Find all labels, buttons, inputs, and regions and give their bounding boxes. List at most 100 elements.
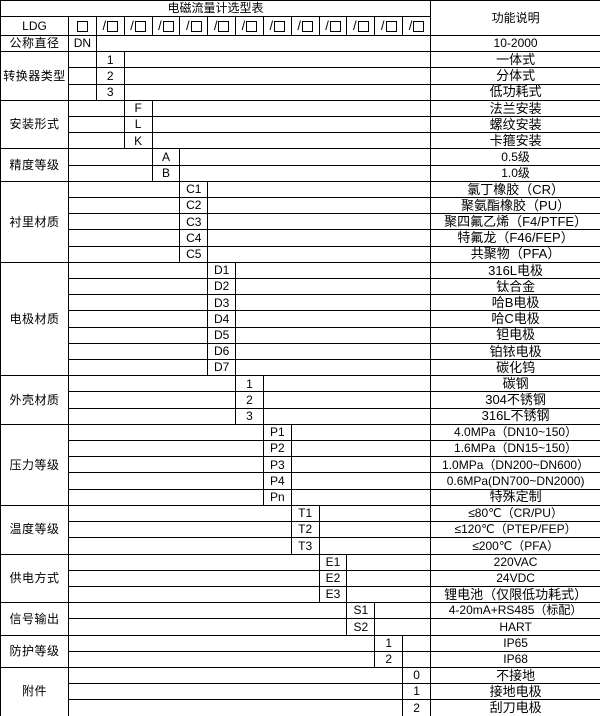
table-row: D5 钽电极: [1, 326, 600, 344]
spacer-right: [290, 440, 432, 458]
description-cell: 刮刀电极: [430, 699, 600, 716]
code-cell-D4[interactable]: D4: [207, 310, 237, 328]
code-cell-E2[interactable]: E2: [318, 569, 348, 587]
table-row: E2 24VDC: [1, 569, 600, 587]
table-row: 附件 0 不接地: [0, 666, 600, 716]
slash-separator-icon: /: [353, 18, 357, 34]
code-cell-T1[interactable]: T1: [290, 504, 320, 523]
code-cell-1[interactable]: 1: [374, 634, 404, 652]
model-slot-10[interactable]: /: [346, 16, 376, 36]
spacer-left: [67, 359, 209, 377]
code-cell-C4[interactable]: C4: [179, 229, 209, 247]
description-cell: ≤200℃（PFA）: [430, 537, 600, 555]
empty-box-icon: [385, 20, 397, 32]
slot-box-wrap: /: [264, 18, 290, 35]
model-slot-0[interactable]: [68, 16, 97, 36]
slot-box-wrap: /: [181, 18, 207, 35]
code-cell-D7[interactable]: D7: [207, 359, 237, 377]
model-slot-5[interactable]: /: [207, 16, 237, 36]
model-slot-6[interactable]: /: [235, 16, 264, 36]
table-row: L 螺纹安装: [1, 116, 600, 134]
category-label-2: 安装形式: [0, 99, 69, 150]
model-slot-9[interactable]: /: [318, 16, 348, 36]
code-cell-P4[interactable]: P4: [262, 472, 292, 490]
table-row: K 卡箍安装: [1, 132, 600, 150]
code-cell-2[interactable]: 2: [402, 699, 432, 716]
slash-separator-icon: /: [297, 18, 301, 34]
description-cell: 低功耗式: [430, 83, 600, 101]
spacer-right: [290, 488, 432, 506]
table-row: D4 哈C电极: [1, 310, 600, 328]
table-row: P4 0.6MPa(DN700~DN2000): [1, 472, 600, 490]
code-cell-T3[interactable]: T3: [290, 537, 320, 555]
description-cell: 锂电池（仅限低功耗式）: [430, 585, 600, 604]
category-label-1: 转换器类型: [0, 51, 69, 101]
model-slot-8[interactable]: /: [290, 16, 320, 36]
code-cell-2[interactable]: 2: [235, 391, 264, 409]
code-cell-C3[interactable]: C3: [179, 213, 209, 231]
model-slot-3[interactable]: /: [151, 16, 181, 36]
spacer-right: [402, 650, 432, 668]
code-cell-2[interactable]: 2: [374, 650, 404, 668]
spacer-left: [68, 132, 125, 150]
model-slot-11[interactable]: /: [374, 16, 404, 36]
spacer-left: [67, 634, 376, 652]
slot-box-wrap: /: [153, 18, 179, 35]
code-cell-1[interactable]: 1: [402, 683, 432, 701]
code-cell-B[interactable]: B: [151, 164, 181, 182]
code-cell-1[interactable]: 1: [95, 51, 125, 69]
code-cell-3[interactable]: 3: [235, 407, 264, 425]
spacer-right: [346, 553, 432, 571]
code-cell-K[interactable]: K: [123, 132, 153, 150]
code-cell-C1[interactable]: C1: [179, 180, 209, 199]
model-prefix-ldg: LDG: [0, 16, 69, 36]
spacer-left: [67, 407, 237, 425]
description-cell: 钽电极: [430, 326, 600, 344]
model-slot-2[interactable]: /: [123, 16, 153, 36]
slash-separator-icon: /: [408, 18, 413, 34]
spacer-left: [68, 99, 125, 118]
code-cell-C2[interactable]: C2: [179, 197, 209, 215]
spacer-left: [67, 229, 181, 247]
model-slot-12[interactable]: /: [402, 16, 432, 36]
table-row: 2 刮刀电极: [1, 699, 600, 716]
code-cell-D6[interactable]: D6: [207, 342, 237, 361]
empty-box-icon: [107, 20, 119, 32]
code-cell-L[interactable]: L: [123, 116, 153, 134]
slot-box-wrap: /: [292, 18, 318, 35]
code-cell-F[interactable]: F: [123, 99, 153, 118]
code-cell-S1[interactable]: S1: [346, 602, 376, 620]
table-row: 3 316L不锈钢: [1, 407, 600, 425]
code-cell-D2[interactable]: D2: [207, 278, 237, 296]
code-cell-0[interactable]: 0: [402, 666, 432, 685]
spacer-left: [68, 148, 153, 166]
code-cell-C5[interactable]: C5: [179, 245, 209, 263]
code-cell-3[interactable]: 3: [95, 83, 125, 101]
description-cell: 1.0级: [430, 164, 600, 182]
code-cell-DN[interactable]: DN: [68, 34, 97, 53]
code-cell-P3[interactable]: P3: [262, 456, 292, 474]
spacer-left: [68, 472, 264, 490]
model-slot-7[interactable]: /: [262, 16, 292, 36]
code-cell-1[interactable]: 1: [235, 375, 264, 393]
code-cell-D5[interactable]: D5: [207, 326, 237, 344]
slash-separator-icon: /: [213, 18, 218, 34]
code-cell-E3[interactable]: E3: [318, 585, 348, 604]
spacer-right: [402, 634, 432, 652]
code-cell-S2[interactable]: S2: [346, 618, 376, 636]
code-cell-D1[interactable]: D1: [207, 261, 237, 280]
table-row: D3 哈B电极: [1, 294, 600, 312]
code-cell-D3[interactable]: D3: [207, 294, 237, 312]
code-cell-2[interactable]: 2: [95, 67, 125, 85]
model-slot-4[interactable]: /: [179, 16, 209, 36]
code-cell-A[interactable]: A: [151, 148, 181, 166]
code-cell-Pn[interactable]: Pn: [262, 488, 292, 506]
description-cell: 碳化钨: [430, 359, 600, 377]
code-cell-P1[interactable]: P1: [262, 423, 292, 442]
empty-box-icon: [162, 20, 174, 32]
code-cell-P2[interactable]: P2: [262, 440, 292, 458]
code-cell-E1[interactable]: E1: [318, 553, 348, 571]
code-cell-T2[interactable]: T2: [290, 521, 320, 539]
slot-box-wrap: /: [320, 18, 346, 35]
model-slot-1[interactable]: /: [95, 16, 125, 36]
